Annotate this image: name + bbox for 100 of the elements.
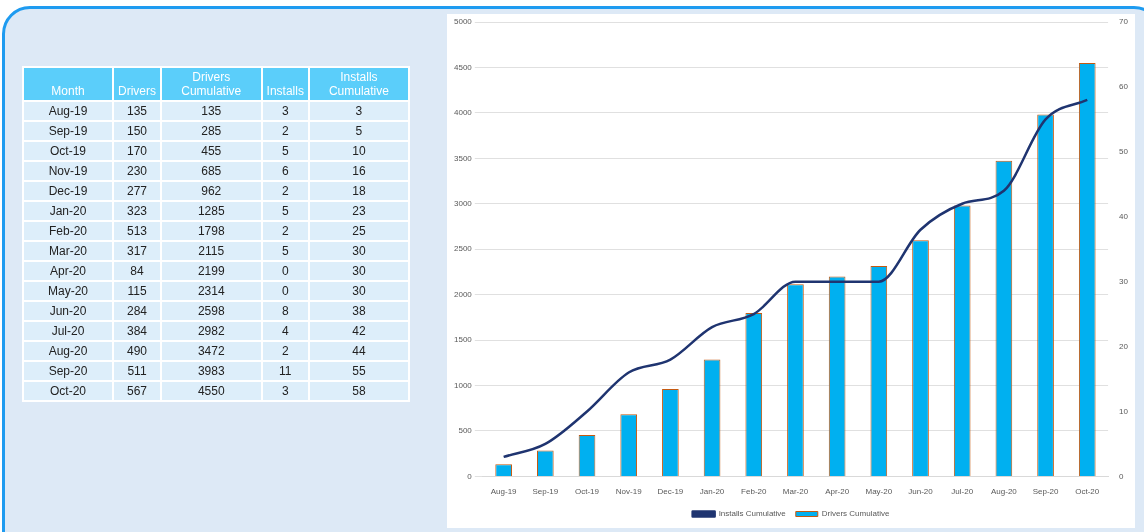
data-label: 2: [261, 341, 309, 361]
category-label: Apr-20: [23, 261, 113, 281]
series-label: Installs: [261, 67, 309, 101]
data-label: 8: [261, 301, 309, 321]
y-tick-label: 4000: [454, 108, 473, 118]
data-label: 6: [261, 161, 309, 181]
data-label: 2199: [161, 261, 262, 281]
data-label: 455: [161, 141, 262, 161]
data-label: 42: [308, 321, 409, 341]
data-label: 513: [113, 221, 161, 241]
data-label: 30: [308, 261, 409, 281]
data-label: 135: [161, 101, 262, 121]
data-label: 58: [308, 381, 409, 401]
y2-tick-label: 40: [1119, 211, 1129, 221]
data-label: 2: [261, 221, 309, 241]
data-label: 135: [113, 101, 161, 121]
data-label: 0: [261, 281, 309, 301]
x-tick-label: Oct-20: [1075, 487, 1100, 497]
x-tick-label: Nov-19: [615, 487, 643, 497]
y-tick-label: 2000: [454, 289, 473, 299]
x-tick-label: Aug-20: [990, 487, 1018, 497]
data-label: 1285: [161, 201, 262, 221]
data-label: 5: [261, 201, 309, 221]
data-label: 317: [113, 241, 161, 261]
data-label: 170: [113, 141, 161, 161]
category-label: Sep-19: [23, 121, 113, 141]
data-label: 18: [308, 181, 409, 201]
series-label: Drivers Cumulative: [161, 67, 262, 101]
y2-tick-label: 30: [1119, 276, 1129, 286]
series-label: Drivers: [113, 67, 161, 101]
line-series: [502, 98, 1089, 459]
data-label: 567: [113, 381, 161, 401]
x-tick-label: Sep-19: [532, 487, 559, 497]
data-label: 44: [308, 341, 409, 361]
x-tick-label: Jan-20: [699, 487, 725, 497]
category-label: Aug-19: [23, 101, 113, 121]
category-label: Aug-20: [23, 341, 113, 361]
x-tick-label: Dec-19: [657, 487, 684, 497]
data-label: 284: [113, 301, 161, 321]
data-label: 5: [261, 241, 309, 261]
x-tick-label: Aug-19: [490, 487, 518, 497]
data-label: 2: [261, 121, 309, 141]
data-label: 685: [161, 161, 262, 181]
category-label: Sep-20: [23, 361, 113, 381]
legend-label: Drivers Cumulative: [821, 509, 890, 519]
data-label: 3983: [161, 361, 262, 381]
data-label: 3472: [161, 341, 262, 361]
category-label: Mar-20: [23, 241, 113, 261]
y2-tick-label: 70: [1119, 17, 1129, 27]
data-label: 230: [113, 161, 161, 181]
data-label: 490: [113, 341, 161, 361]
y2-tick-label: 60: [1119, 82, 1129, 92]
y-tick-label: 0: [467, 471, 473, 481]
x-tick-label: Jun-20: [908, 487, 934, 497]
data-label: 84: [113, 261, 161, 281]
data-label: 511: [113, 361, 161, 381]
category-label: Jun-20: [23, 301, 113, 321]
x-tick-label: Apr-20: [825, 487, 850, 497]
data-label: 5: [261, 141, 309, 161]
category-label: May-20: [23, 281, 113, 301]
category-label: Jul-20: [23, 321, 113, 341]
x-tick-label: Oct-19: [575, 487, 600, 497]
data-label: 384: [113, 321, 161, 341]
data-label: 285: [161, 121, 262, 141]
data-label: 11: [261, 361, 309, 381]
data-label: 30: [308, 281, 409, 301]
category-label: Oct-20: [23, 381, 113, 401]
data-label: 3: [261, 101, 309, 121]
y-tick-label: 3000: [454, 198, 473, 208]
data-label: 115: [113, 281, 161, 301]
y-tick-label: 3500: [454, 153, 473, 163]
data-label: 2598: [161, 301, 262, 321]
x-tick-label: May-20: [865, 487, 893, 497]
category-label: Feb-20: [23, 221, 113, 241]
y2-tick-label: 20: [1119, 341, 1129, 351]
data-label: 4: [261, 321, 309, 341]
data-label: 1798: [161, 221, 262, 241]
data-label: 10: [308, 141, 409, 161]
data-label: 2314: [161, 281, 262, 301]
data-label: 2: [261, 181, 309, 201]
category-label: Jan-20: [23, 201, 113, 221]
x-tick-label: Sep-20: [1032, 487, 1060, 497]
data-label: 3: [261, 381, 309, 401]
data-label: 4550: [161, 381, 262, 401]
text: Month: [23, 67, 113, 101]
data-label: 23: [308, 201, 409, 221]
data-label: 5: [308, 121, 409, 141]
category-label: Dec-19: [23, 181, 113, 201]
y-tick-label: 5000: [454, 17, 473, 27]
y2-tick-label: 0: [1119, 471, 1125, 481]
data-label: 3: [308, 101, 409, 121]
data-label: 2115: [161, 241, 262, 261]
legend-label: Installs Cumulative: [718, 509, 787, 519]
x-tick-label: Mar-20: [782, 487, 809, 497]
y2-tick-label: 50: [1119, 147, 1129, 157]
data-label: 150: [113, 121, 161, 141]
data-label: 55: [308, 361, 409, 381]
data-label: 277: [113, 181, 161, 201]
data-label: 30: [308, 241, 409, 261]
y-tick-label: 2500: [454, 244, 473, 254]
